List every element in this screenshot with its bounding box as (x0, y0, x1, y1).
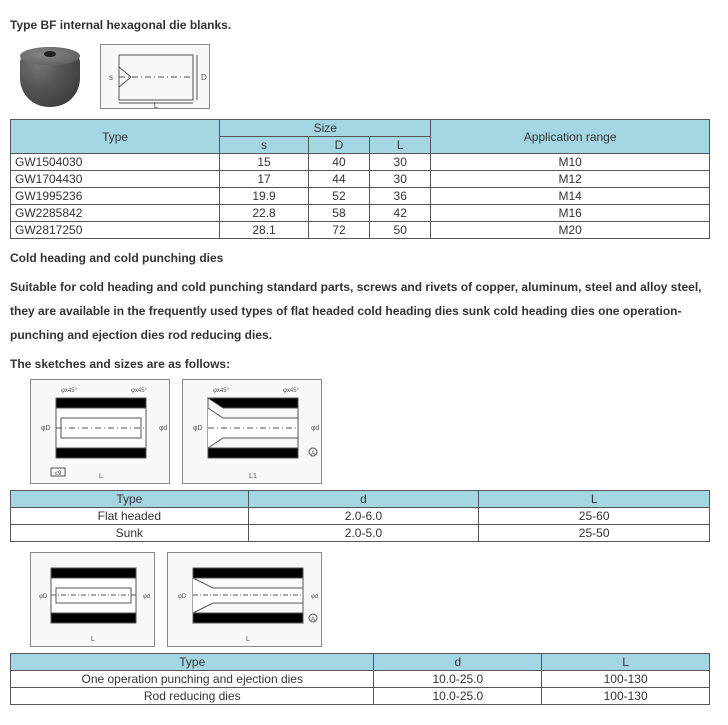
heading-sketches: The sketches and sizes are as follows: (10, 355, 718, 373)
table-cell: 19.9 (220, 188, 309, 205)
table-cell: 44 (308, 171, 369, 188)
paragraph-desc: Suitable for cold heading and cold punch… (10, 275, 718, 347)
svg-text:φd: φd (143, 594, 150, 600)
table-cell: 2.0-6.0 (248, 508, 479, 525)
table-cell: 10.0-25.0 (374, 671, 542, 688)
sketch-sunk: L1 φD φd φx45° φx45° A (182, 379, 322, 484)
svg-text:A: A (311, 617, 315, 623)
table-cell: 42 (370, 205, 431, 222)
col-d: D (308, 137, 369, 154)
svg-text:φx45°: φx45° (131, 388, 148, 394)
table-cell: 58 (308, 205, 369, 222)
svg-text:φd: φd (311, 594, 318, 600)
svg-text:φd: φd (311, 425, 320, 432)
svg-text:L: L (91, 636, 95, 643)
table-cell: M12 (431, 171, 710, 188)
svg-text:φD: φD (178, 594, 187, 600)
svg-text:φx45°: φx45° (213, 388, 230, 394)
svg-text:L1: L1 (249, 473, 257, 480)
svg-text:φx45°: φx45° (61, 388, 78, 394)
svg-text:φD: φD (39, 594, 48, 600)
col-app: Application range (431, 120, 710, 154)
table-cell: 30 (370, 171, 431, 188)
sketch-flat-headed: L φD φd φx45° φx45° ≤9 (30, 379, 170, 484)
t3-col-l: L (542, 654, 710, 671)
table-cell: One operation punching and ejection dies (11, 671, 374, 688)
t2-col-type: Type (11, 491, 249, 508)
svg-text:L: L (99, 473, 103, 480)
table-cell: Sunk (11, 525, 249, 542)
table-cell: 28.1 (220, 222, 309, 239)
col-size: Size (220, 120, 431, 137)
table-cell: GW2285842 (11, 205, 220, 222)
table-cell: 2.0-5.0 (248, 525, 479, 542)
table1-body: GW1504030154030M10 GW1704430174430M12 GW19… (11, 154, 710, 239)
table-cell: 40 (308, 154, 369, 171)
table-cell: GW1704430 (11, 171, 220, 188)
table-cell: M10 (431, 154, 710, 171)
table-cell: GW2817250 (11, 222, 220, 239)
diagram-row-1: L D s (20, 44, 718, 109)
svg-text:s: s (109, 73, 113, 82)
col-s: s (220, 137, 309, 154)
table-cell: Rod reducing dies (11, 688, 374, 705)
table-cell: 17 (220, 171, 309, 188)
col-l: L (370, 137, 431, 154)
table-cell: Flat headed (11, 508, 249, 525)
table-cell: 36 (370, 188, 431, 205)
svg-text:φD: φD (41, 425, 51, 432)
table-cell: 100-130 (542, 688, 710, 705)
svg-text:φD: φD (193, 425, 203, 432)
svg-text:L: L (154, 101, 159, 110)
cylinder-render (20, 47, 80, 107)
svg-text:A: A (311, 451, 315, 457)
table-cell: GW1995236 (11, 188, 220, 205)
table-cell: 15 (220, 154, 309, 171)
table-cell: M16 (431, 205, 710, 222)
table-cell: 50 (370, 222, 431, 239)
sketch-rod-reducing: L φD φd A (167, 552, 322, 647)
sketch-group-2: L φD φd L φD φd A (30, 552, 718, 647)
svg-text:φx45°: φx45° (283, 388, 300, 394)
t3-col-d: d (374, 654, 542, 671)
t2-col-l: L (479, 491, 710, 508)
table-cell: M14 (431, 188, 710, 205)
table-hex-blanks: Type Size Application range s D L GW1504… (10, 119, 710, 239)
table-cell: 10.0-25.0 (374, 688, 542, 705)
t3-col-type: Type (11, 654, 374, 671)
sketch-group-1: L φD φd φx45° φx45° ≤9 L1 φD φd φx45° φx… (30, 379, 718, 484)
table-cell: 22.8 (220, 205, 309, 222)
table-cell: 72 (308, 222, 369, 239)
svg-text:L: L (246, 636, 250, 643)
table-cell: 52 (308, 188, 369, 205)
tech-drawing-1: L D s (100, 44, 210, 109)
col-type: Type (11, 120, 220, 154)
page-title: Type BF internal hexagonal die blanks. (10, 16, 718, 34)
t2-col-d: d (248, 491, 479, 508)
sketch-punching: L φD φd (30, 552, 155, 647)
table-cell: 30 (370, 154, 431, 171)
table-operation-dies: Type d L One operation punching and ejec… (10, 653, 710, 705)
table-cell: 25-60 (479, 508, 710, 525)
heading-cold: Cold heading and cold punching dies (10, 249, 718, 267)
table-cell: GW1504030 (11, 154, 220, 171)
table-cell: 100-130 (542, 671, 710, 688)
table-cell: 25-50 (479, 525, 710, 542)
svg-text:φd: φd (159, 425, 168, 432)
table-cell: M20 (431, 222, 710, 239)
table-headed-sunk: Type d L Flat headed2.0-6.025-60 Sunk2.0-… (10, 490, 710, 542)
svg-text:D: D (201, 73, 207, 82)
svg-text:≤9: ≤9 (55, 471, 62, 477)
